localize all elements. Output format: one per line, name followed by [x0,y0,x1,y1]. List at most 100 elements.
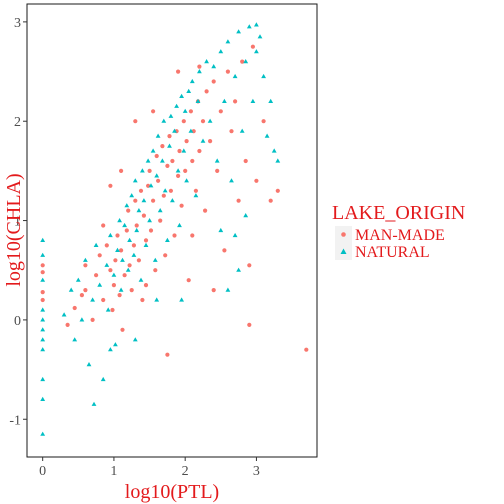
point-man-made-38 [151,199,155,203]
point-man-made-46 [165,164,169,168]
point-man-made-73 [226,70,230,74]
y-tick-label-1: 0 [14,314,21,329]
point-man-made-79 [247,263,251,267]
point-man-made-3 [41,298,45,302]
point-man-made-7 [83,263,87,267]
x-axis-title: log10(PTL) [125,481,219,503]
point-man-made-88 [101,223,105,227]
legend-label-natural: NATURAL [355,244,430,261]
point-man-made-15 [110,308,114,312]
point-man-made-62 [194,189,198,193]
point-man-made-78 [244,159,248,163]
point-man-made-83 [269,199,273,203]
point-man-made-31 [139,189,143,193]
point-man-made-9 [91,318,95,322]
point-man-made-33 [142,214,146,218]
point-man-made-34 [144,238,148,242]
point-man-made-49 [170,159,174,163]
legend-label-man-made: MAN-MADE [355,227,445,244]
point-man-made-43 [160,144,164,148]
point-man-made-36 [148,169,152,173]
point-man-made-14 [108,268,112,272]
point-man-made-70 [215,169,219,173]
point-man-made-96 [212,288,216,292]
point-man-made-37 [149,228,153,232]
point-man-made-32 [140,298,144,302]
point-man-made-21 [120,328,124,332]
point-man-made-80 [251,45,255,49]
point-man-made-52 [176,174,180,178]
point-man-made-55 [182,119,186,123]
point-man-made-60 [190,159,194,163]
point-man-made-23 [125,228,129,232]
point-man-made-5 [73,306,77,310]
point-man-made-29 [135,223,139,227]
point-man-made-90 [165,353,169,357]
point-man-made-76 [237,199,241,203]
y-tick-label-4: 3 [14,16,21,31]
point-man-made-84 [276,189,280,193]
point-man-made-11 [98,253,102,257]
point-man-made-12 [101,298,105,302]
x-tick-label-0: 0 [39,464,46,479]
point-man-made-18 [115,233,119,237]
point-man-made-48 [169,189,173,193]
point-man-made-85 [304,348,308,352]
x-tick-label-3: 3 [253,464,260,479]
y-tick-label-3: 2 [14,115,21,130]
point-man-made-72 [222,248,226,252]
point-man-made-30 [137,258,141,262]
point-man-made-6 [80,293,84,297]
legend-man-made-marker [341,232,346,237]
point-man-made-42 [158,219,162,223]
point-man-made-1 [41,270,45,274]
point-man-made-68 [208,139,212,143]
point-man-made-44 [162,194,166,198]
point-man-made-75 [233,99,237,103]
plot-panel [27,4,317,457]
point-man-made-25 [128,263,132,267]
point-man-made-71 [219,109,223,113]
point-man-made-69 [212,79,216,83]
point-man-made-27 [132,243,136,247]
point-man-made-95 [151,109,155,113]
y-tick-label-0: -1 [9,413,21,428]
point-man-made-50 [172,233,176,237]
point-man-made-66 [203,209,207,213]
point-man-made-54 [180,204,184,208]
point-man-made-0 [41,263,45,267]
point-man-made-22 [123,273,127,277]
point-man-made-58 [187,278,191,282]
point-man-made-47 [167,134,171,138]
legend-title: LAKE_ORIGIN [332,202,465,224]
point-man-made-16 [112,283,116,287]
point-man-made-82 [262,119,266,123]
point-man-made-19 [118,293,122,297]
point-man-made-53 [177,149,181,153]
x-axis: 0 1 2 3 [39,457,260,479]
point-man-made-57 [185,139,189,143]
x-tick-label-1: 1 [110,464,117,479]
point-man-made-93 [176,70,180,74]
point-man-made-87 [108,184,112,188]
point-man-made-64 [197,149,201,153]
point-man-made-4 [66,323,70,327]
point-man-made-28 [133,199,137,203]
point-man-made-97 [119,169,123,173]
point-man-made-26 [130,288,134,292]
point-man-made-17 [113,258,117,262]
point-man-made-10 [94,273,98,277]
point-man-made-41 [156,179,160,183]
point-man-made-65 [201,119,205,123]
x-tick-label-2: 2 [182,464,189,479]
point-man-made-40 [155,154,159,158]
legend: LAKE_ORIGIN MAN-MADE NATURAL [332,202,465,261]
point-man-made-59 [189,109,193,113]
point-man-made-67 [205,89,209,93]
point-man-made-94 [197,65,201,69]
point-man-made-24 [126,209,130,213]
point-man-made-45 [163,253,167,257]
point-man-made-86 [133,119,137,123]
point-man-made-56 [183,169,187,173]
